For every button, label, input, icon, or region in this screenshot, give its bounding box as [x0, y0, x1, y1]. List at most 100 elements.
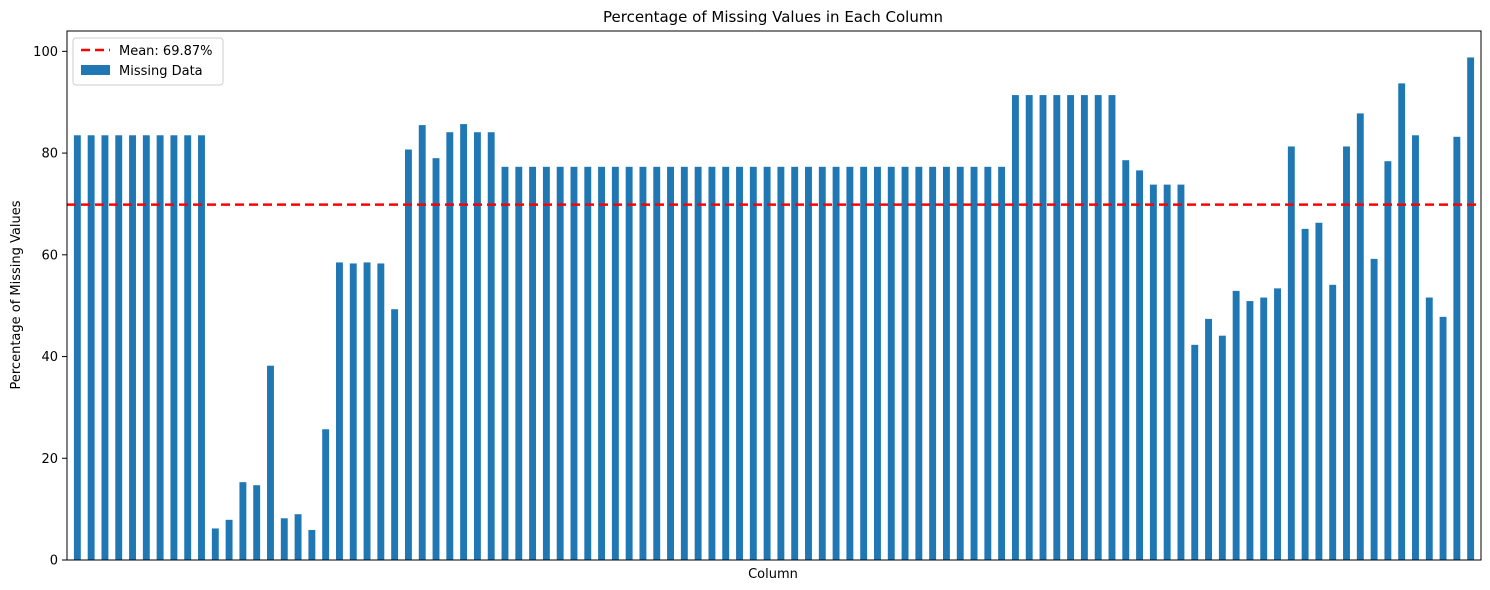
bar: [874, 166, 881, 560]
bar: [1205, 318, 1212, 560]
bar: [1025, 95, 1033, 560]
bar: [170, 135, 178, 560]
bar: [1039, 95, 1047, 560]
bar: [984, 166, 992, 560]
bar: [1232, 290, 1240, 560]
bar: [998, 166, 1006, 560]
bar: [694, 166, 702, 560]
y-axis: 0 20 40 60 80 100: [33, 45, 67, 569]
x-axis-label: Column: [748, 567, 798, 582]
bar: [115, 135, 123, 560]
bar: [818, 166, 826, 560]
bar: [87, 135, 95, 560]
bar: [680, 166, 688, 560]
bar: [377, 263, 385, 560]
bar: [432, 158, 440, 561]
bar: [763, 166, 771, 560]
bar: [253, 485, 261, 560]
bar: [239, 482, 247, 560]
bar: [1384, 161, 1392, 560]
bar: [1067, 95, 1075, 560]
bar: [1053, 95, 1061, 560]
bar: [184, 135, 192, 560]
bar: [749, 166, 757, 560]
bar: [101, 135, 109, 560]
bar: [791, 166, 799, 560]
legend-series-swatch: [81, 65, 110, 75]
bar: [1218, 335, 1226, 560]
bar: [1011, 95, 1019, 560]
bar: [1163, 184, 1171, 560]
y-tick-label: 40: [41, 350, 58, 365]
bar: [639, 166, 647, 560]
bar: [777, 166, 785, 560]
bar: [1260, 297, 1268, 560]
bar: [1370, 258, 1378, 560]
bar: [1467, 57, 1475, 560]
bar: [156, 135, 164, 560]
bar: [942, 166, 950, 560]
bar: [501, 166, 509, 560]
bar: [1301, 228, 1309, 561]
bar: [1274, 288, 1281, 560]
bar: [584, 166, 592, 560]
legend-box: [72, 37, 224, 86]
bar: [1287, 146, 1295, 560]
bar: [901, 166, 909, 560]
y-tick-label: 60: [41, 248, 58, 263]
bar: [529, 166, 537, 560]
bar: [1398, 83, 1406, 560]
bar: [915, 166, 923, 560]
bar: [736, 166, 743, 560]
bar: [1343, 146, 1350, 560]
bar: [956, 166, 964, 560]
y-tick-label: 0: [50, 554, 58, 569]
bar: [1080, 95, 1088, 560]
legend: Mean: 69.87% Missing Data: [72, 37, 224, 86]
bar: [129, 135, 136, 560]
bar: [625, 166, 633, 560]
bar: [570, 166, 578, 560]
legend-series-label: Missing Data: [119, 64, 203, 79]
chart-title: Percentage of Missing Values in Each Col…: [603, 8, 943, 26]
bar: [349, 263, 357, 560]
bar: [515, 166, 523, 560]
bar: [1094, 95, 1102, 560]
bar: [542, 166, 550, 560]
bar: [611, 166, 619, 560]
bar: [308, 529, 316, 560]
bar: [267, 365, 274, 560]
bar: [860, 166, 868, 560]
bar: [391, 309, 399, 560]
bar: [363, 262, 371, 560]
bar: [322, 429, 330, 560]
bar: [805, 166, 812, 560]
bar: [887, 166, 895, 560]
bar: [280, 518, 288, 560]
bar: [73, 135, 81, 560]
bar: [929, 166, 937, 560]
bar: [1412, 135, 1419, 560]
bar: [1177, 184, 1185, 560]
bar: [446, 132, 454, 561]
bar: [1329, 284, 1337, 560]
y-tick-label: 20: [41, 452, 58, 467]
bar: [832, 166, 840, 560]
legend-mean-label: Mean: 69.87%: [119, 44, 213, 59]
bar: [653, 166, 661, 560]
bar: [1439, 316, 1447, 560]
bar: [142, 135, 150, 560]
bar: [1356, 113, 1364, 561]
bar: [1425, 297, 1433, 560]
bar: [1246, 301, 1254, 560]
y-axis-label: Percentage of Missing Values: [9, 200, 24, 389]
bar: [225, 519, 233, 560]
y-tick-label: 100: [33, 45, 58, 60]
bars-group: [73, 57, 1475, 561]
bar: [294, 514, 302, 560]
bar: [722, 166, 730, 560]
bar: [556, 166, 564, 560]
bar: [404, 149, 412, 560]
bar: [473, 132, 481, 561]
